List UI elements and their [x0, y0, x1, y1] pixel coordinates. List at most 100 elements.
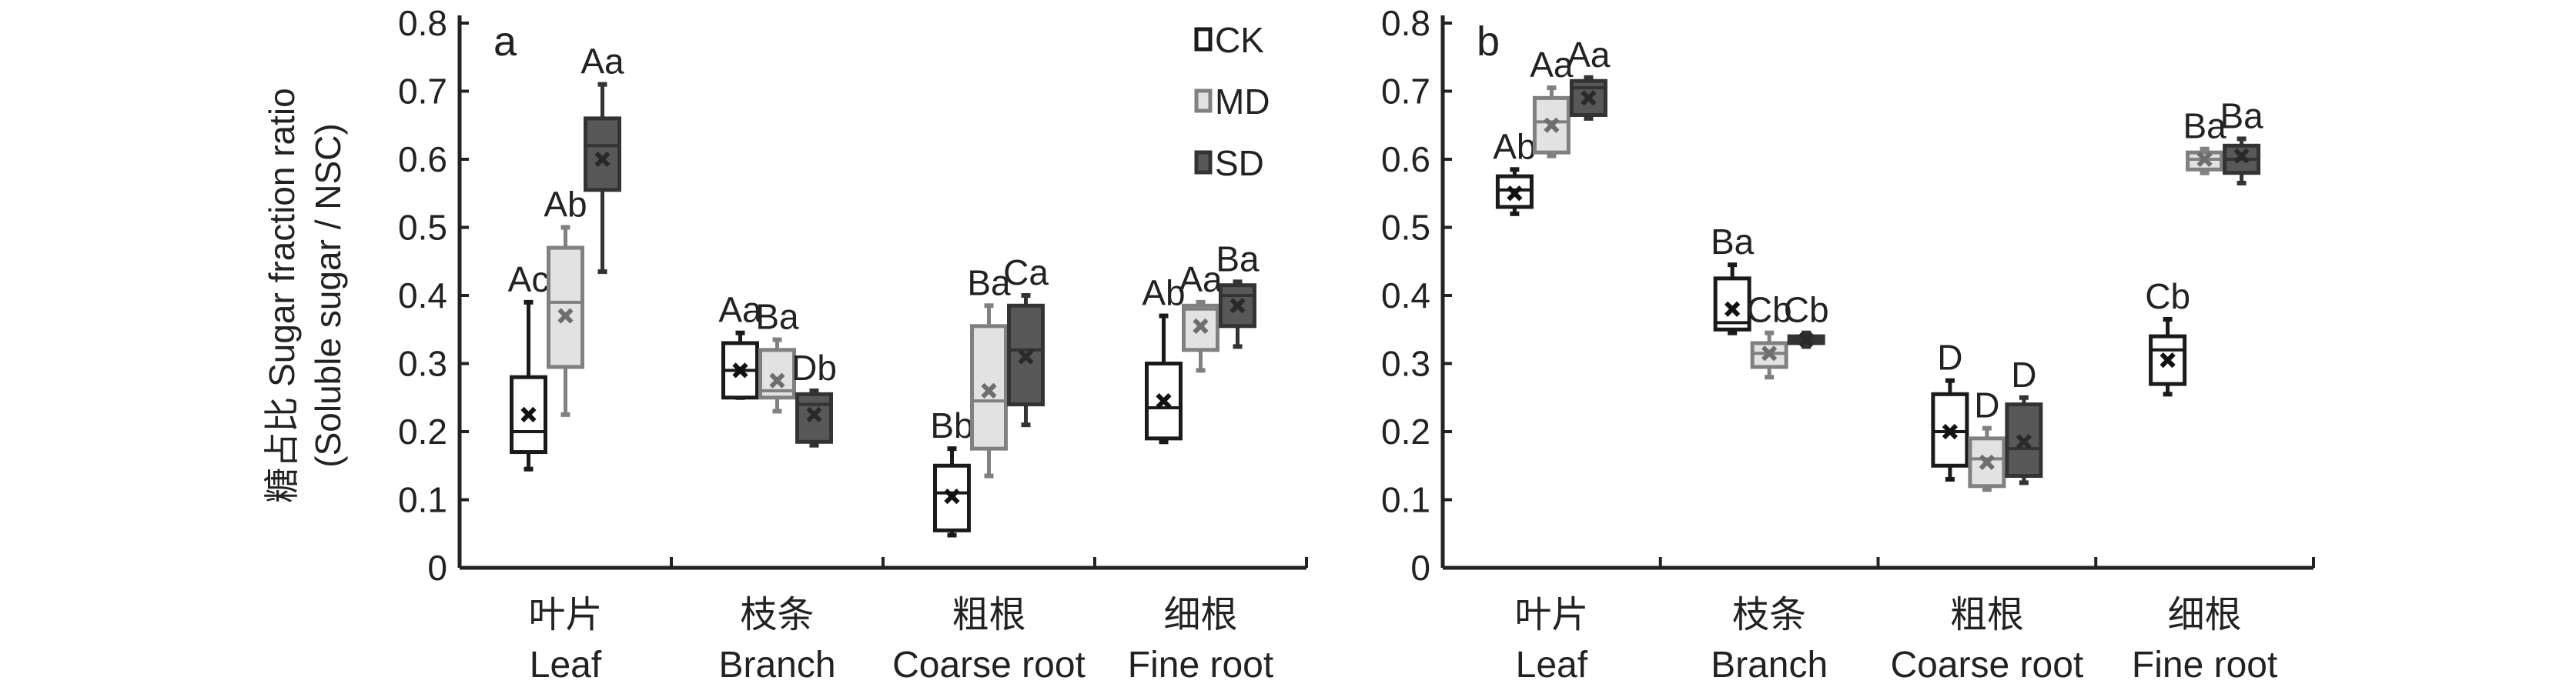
mean-marker	[1979, 454, 1996, 470]
significance-label: Aa	[580, 42, 624, 82]
y-tick-label: 0.1	[398, 480, 447, 520]
mean-marker	[594, 151, 611, 168]
y-tick-label: 0	[1410, 548, 1430, 588]
category-label-zh: 细根	[1163, 595, 1237, 636]
significance-label: Ba	[967, 262, 1011, 302]
y-tick-label: 0	[427, 548, 447, 588]
box-sd: Aa	[580, 42, 624, 275]
box-iqr	[1532, 95, 1571, 155]
category-label-zh: 枝条	[1732, 595, 1806, 636]
legend-label: SD	[1215, 143, 1264, 183]
box-ck: Aa	[718, 290, 762, 400]
mean-marker	[1725, 301, 1741, 317]
category-label-zh: 叶片	[1514, 595, 1588, 636]
box-sd: Ba	[2220, 95, 2263, 185]
significance-label: D	[2011, 355, 2036, 395]
mean-marker	[806, 406, 822, 422]
mean-marker	[769, 372, 785, 389]
y-tick-label: 0.7	[398, 72, 447, 112]
box-sd: D	[2005, 355, 2043, 485]
significance-label: Bb	[930, 405, 973, 445]
y-tick-label: 0.8	[1381, 3, 1430, 43]
legend-item-md: MD	[1194, 82, 1270, 122]
significance-label: Ab	[1142, 273, 1185, 313]
mean-marker	[1156, 393, 1172, 409]
y-tick-label: 0.8	[398, 3, 447, 43]
category-label-en: Fine root	[1128, 645, 1273, 686]
box-sd: Db	[791, 348, 837, 448]
mean-marker	[2159, 352, 2176, 369]
mean-marker	[1942, 423, 1959, 440]
box-iqr	[1007, 303, 1045, 407]
significance-label: Aa	[718, 290, 762, 330]
box-sd: Ca	[1003, 252, 1049, 428]
mean-marker	[944, 488, 960, 505]
box-md: Aa	[1530, 45, 1574, 158]
significance-label: Ba	[2220, 95, 2263, 135]
significance-label: Aa	[1567, 35, 1611, 75]
mean-marker	[2016, 434, 2032, 450]
panel-label: a	[493, 18, 517, 65]
y-tick-label: 0.5	[398, 208, 447, 248]
mean-marker	[1798, 332, 1815, 348]
category-label-zh: 叶片	[528, 595, 602, 636]
box-sd: Ba	[1216, 239, 1260, 349]
panel-label: b	[1477, 18, 1500, 65]
significance-label: D	[1974, 385, 1999, 425]
significance-label: Ba	[1711, 222, 1755, 262]
significance-label: Ab	[544, 185, 587, 225]
box-md: Ab	[544, 185, 587, 417]
legend-label: MD	[1215, 82, 1270, 122]
mean-marker	[2233, 148, 2250, 164]
mean-marker	[520, 406, 537, 422]
box-ck: Cb	[2145, 276, 2190, 397]
box-md: D	[1968, 385, 2006, 492]
box-md: Cb	[1747, 290, 1792, 380]
box-iqr	[795, 392, 833, 444]
category-label-zh: 细根	[2168, 595, 2242, 636]
box-ck: D	[1931, 338, 1969, 482]
mean-marker	[1544, 117, 1560, 133]
significance-label: Ca	[1003, 252, 1049, 292]
category-label-zh: 枝条	[740, 595, 814, 636]
panel-a: 00.10.20.30.40.50.60.70.8 a叶片LeafAcAbAa枝条…	[398, 3, 1308, 686]
mean-marker	[557, 308, 574, 324]
box-ck: Bb	[930, 405, 974, 538]
y-axis-label-line2: (Soluble sugar / NSC)	[308, 123, 348, 467]
mean-marker	[732, 362, 748, 379]
y-tick-label: 0.1	[1381, 480, 1430, 520]
box-md: Ba	[2183, 106, 2226, 175]
category-label-en: Branch	[718, 645, 835, 686]
legend-swatch	[1194, 88, 1213, 113]
y-tick-label: 0.5	[1381, 208, 1430, 248]
y-tick-label: 0.4	[398, 275, 447, 315]
y-tick-label: 0.7	[1381, 72, 1430, 112]
box-ck: Ac	[508, 259, 549, 472]
category-label-en: Leaf	[1516, 645, 1588, 686]
box-md: Aa	[1179, 259, 1223, 373]
category-label-en: Leaf	[530, 645, 602, 686]
box-md: Ba	[967, 262, 1011, 479]
category-label-en: Coarse root	[892, 645, 1086, 686]
box-ck: Ab	[1493, 126, 1537, 216]
mean-marker	[981, 382, 997, 399]
mean-marker	[2196, 151, 2213, 168]
significance-label: Ba	[755, 297, 799, 337]
y-tick-label: 0.2	[1381, 412, 1430, 452]
box-sd: Cb	[1784, 290, 1829, 349]
significance-label: Db	[791, 348, 837, 388]
significance-label: Ba	[1216, 239, 1260, 279]
box-iqr	[970, 324, 1008, 451]
box-iqr	[2005, 402, 2043, 479]
box-md: Ba	[755, 297, 799, 414]
box-iqr	[584, 116, 621, 192]
legend-item-sd: SD	[1194, 143, 1264, 183]
significance-label: Cb	[1747, 290, 1792, 330]
legend: CK MD SD	[1194, 20, 1270, 183]
legend-swatch	[1194, 150, 1213, 175]
legend-swatch	[1194, 27, 1213, 52]
legend-item-ck: CK	[1194, 20, 1264, 60]
box-iqr	[1713, 276, 1751, 332]
